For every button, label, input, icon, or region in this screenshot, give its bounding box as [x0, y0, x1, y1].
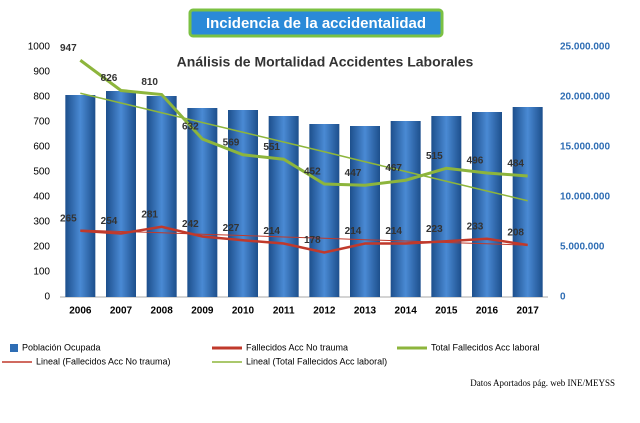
x-tick-label: 2008 [151, 306, 174, 317]
x-tick-label: 2007 [110, 306, 133, 317]
legend: Población Ocupada Fallecidos Acc No traum… [2, 342, 540, 366]
chart-subtitle: Análisis de Mortalidad Accidentes Labora… [177, 54, 474, 70]
x-tick-label: 2010 [232, 306, 255, 317]
y2-tick-label: 20.000.000 [560, 92, 610, 103]
chart-title: Incidencia de la accidentalidad [206, 15, 426, 32]
bar [268, 116, 299, 297]
data-label: 227 [223, 223, 240, 234]
source-note: Datos Aportados pág. web INE/MEYSS [470, 378, 615, 388]
data-label: 467 [385, 163, 402, 174]
y2-tick-label: 0 [560, 292, 566, 303]
bar [106, 91, 136, 297]
trend-line [80, 92, 528, 202]
data-label: 551 [263, 142, 280, 153]
y-tick-label: 1000 [28, 42, 51, 53]
trend-line [80, 229, 528, 246]
legend-swatch [10, 344, 18, 352]
y-tick-label: 100 [33, 267, 50, 278]
x-tick-label: 2012 [313, 306, 336, 317]
bar [65, 95, 96, 297]
y-tick-label: 500 [33, 167, 50, 178]
y2-tick-label: 25.000.000 [560, 42, 610, 53]
y2-tick-label: 15.000.000 [560, 142, 610, 153]
y-tick-label: 700 [33, 117, 50, 128]
data-label: 515 [426, 151, 443, 162]
bar [390, 121, 421, 297]
bar [512, 107, 543, 297]
legend-label: Lineal (Total Fallecidos Acc laboral) [246, 356, 387, 366]
data-label: 214 [263, 226, 280, 237]
x-tick-label: 2014 [395, 306, 418, 317]
data-label: 947 [60, 43, 77, 54]
line [79, 59, 528, 187]
data-label: 265 [60, 213, 77, 224]
data-label: 233 [467, 221, 484, 232]
data-label: 632 [182, 122, 199, 133]
data-label: 826 [101, 73, 118, 84]
legend-label: Total Fallecidos Acc laboral [431, 342, 540, 352]
y2-tick-label: 5.000.000 [560, 242, 605, 253]
data-label: 452 [304, 167, 321, 178]
data-label: 208 [507, 228, 524, 239]
data-label: 496 [467, 156, 484, 167]
data-label: 569 [223, 137, 240, 148]
y-tick-label: 400 [33, 192, 50, 203]
y2-tick-label: 10.000.000 [560, 192, 610, 203]
data-label: 254 [101, 216, 118, 227]
x-tick-label: 2017 [517, 306, 540, 317]
data-label: 810 [141, 77, 158, 88]
x-tick-label: 2006 [69, 306, 92, 317]
bar [187, 108, 218, 297]
legend-label: Lineal (Fallecidos Acc No trauma) [36, 356, 171, 366]
bar [431, 116, 462, 297]
legend-label: Fallecidos Acc No trauma [246, 342, 348, 352]
data-label: 214 [345, 226, 362, 237]
x-tick-label: 2015 [435, 306, 458, 317]
bar [309, 124, 340, 297]
title-box [188, 8, 444, 38]
y-tick-label: 900 [33, 67, 50, 78]
bar [228, 110, 258, 297]
data-label: 484 [507, 159, 524, 170]
y-tick-label: 0 [44, 292, 50, 303]
y-tick-label: 600 [33, 142, 50, 153]
x-tick-label: 2013 [354, 306, 377, 317]
data-label: 242 [182, 219, 199, 230]
y-tick-label: 300 [33, 217, 50, 228]
data-label: 178 [304, 235, 321, 246]
data-label: 223 [426, 224, 443, 235]
x-tick-label: 2009 [191, 306, 214, 317]
y-tick-label: 200 [33, 242, 50, 253]
data-label: 281 [141, 209, 158, 220]
x-tick-label: 2011 [273, 306, 295, 317]
data-label: 214 [385, 226, 402, 237]
line [80, 225, 528, 254]
bar [146, 96, 177, 297]
bar [350, 126, 380, 297]
legend-label: Población Ocupada [22, 342, 101, 352]
data-label: 447 [345, 168, 362, 179]
bar [472, 112, 502, 297]
y-tick-label: 800 [33, 92, 50, 103]
x-tick-label: 2016 [476, 306, 499, 317]
